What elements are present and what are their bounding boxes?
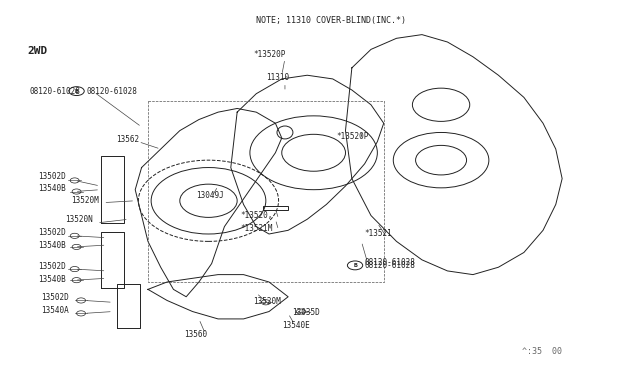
Text: 13540B: 13540B xyxy=(38,241,66,250)
Text: 2WD: 2WD xyxy=(27,46,47,56)
Text: 13520N: 13520N xyxy=(65,215,93,224)
Text: 11310: 11310 xyxy=(266,73,289,81)
Text: 08120-61028: 08120-61028 xyxy=(29,87,80,96)
Text: 13502D: 13502D xyxy=(38,172,66,181)
Text: 13035D: 13035D xyxy=(292,308,321,317)
Text: NOTE; 11310 COVER-BLIND(INC.*): NOTE; 11310 COVER-BLIND(INC.*) xyxy=(256,16,406,25)
Text: 13560: 13560 xyxy=(184,330,207,339)
Text: B: B xyxy=(353,263,357,268)
Text: 13540B: 13540B xyxy=(38,275,66,283)
Text: 13540E: 13540E xyxy=(282,321,310,330)
Text: 08120-61028: 08120-61028 xyxy=(86,87,137,96)
Text: 13502D: 13502D xyxy=(42,294,69,302)
Text: 13520M: 13520M xyxy=(72,196,99,205)
Text: *13521M: *13521M xyxy=(241,224,273,233)
Text: 13540B: 13540B xyxy=(38,185,66,193)
Text: 13540A: 13540A xyxy=(42,306,69,315)
Text: 08120-61028: 08120-61028 xyxy=(365,261,415,270)
Text: B: B xyxy=(75,89,79,94)
Text: 13520M: 13520M xyxy=(253,297,281,306)
Text: *13520P: *13520P xyxy=(336,132,368,141)
Text: *13521: *13521 xyxy=(365,230,392,238)
Text: 13502D: 13502D xyxy=(38,228,66,237)
Text: ^:35  00: ^:35 00 xyxy=(522,347,562,356)
Text: 08120-61028: 08120-61028 xyxy=(365,258,415,267)
Text: *13520P: *13520P xyxy=(253,51,285,60)
Text: *13520,: *13520, xyxy=(241,211,273,220)
Text: 13562: 13562 xyxy=(116,135,140,144)
Text: 13049J: 13049J xyxy=(196,191,223,200)
Text: 13502D: 13502D xyxy=(38,262,66,271)
